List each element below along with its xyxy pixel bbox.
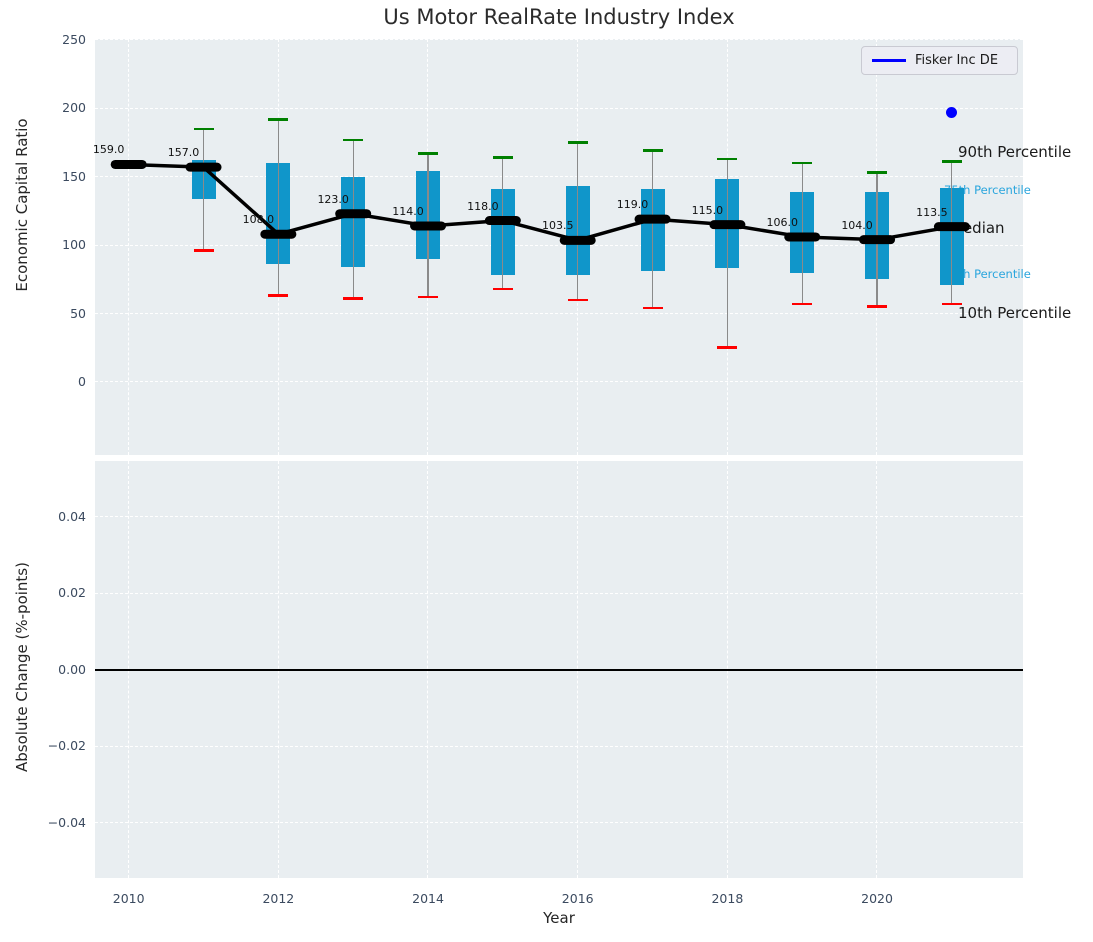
x-tick-2016: 2016: [561, 891, 594, 906]
whisker-2013: [352, 139, 354, 299]
median-label-2012: 108.0: [242, 213, 275, 227]
cap-top-2012: [268, 117, 289, 121]
median-label-2014: 114.0: [392, 205, 424, 218]
cap-top-2019: [792, 161, 813, 165]
cap-bottom-2020: [867, 305, 888, 308]
x-axis-label-year: Year: [543, 909, 575, 927]
cap-top-2011: [193, 127, 214, 131]
median-label-2018: 115.0: [691, 203, 724, 217]
median-label-2013: 123.0: [317, 192, 349, 206]
cap-bottom-2014: [418, 295, 439, 299]
x-tick-2018: 2018: [711, 891, 744, 906]
cap-top-2010: [118, 159, 139, 163]
legend-line-icon: [872, 59, 906, 62]
cap-top-2013: [343, 138, 364, 142]
whisker-2015: [502, 157, 504, 289]
cap-bottom-2019: [792, 302, 813, 306]
cap-bottom-2015: [492, 287, 513, 291]
median-label-2021: 113.5: [916, 205, 948, 219]
cap-top-2014: [418, 152, 439, 155]
cap-bottom-2018: [717, 346, 738, 350]
y-tick-100: 100: [62, 237, 86, 253]
whisker-2014: [427, 153, 429, 298]
x-tick-2014: 2014: [412, 891, 444, 906]
gridline-y: [95, 592, 1023, 594]
cap-bottom-2017: [642, 306, 663, 310]
gridline-y: [95, 516, 1023, 518]
percentile-label-90th-percentile: 90th Percentile: [958, 142, 1072, 161]
y-tick-−0.02: −0.02: [47, 738, 86, 754]
y-tick-0: 0: [78, 373, 86, 389]
y-axis-label-economic-capital-ratio: Economic Capital Ratio: [13, 118, 31, 292]
whisker-2020: [876, 172, 878, 307]
y-axis-label-absolute-change: Absolute Change (%-points): [13, 562, 31, 772]
cap-top-2015: [492, 156, 513, 159]
percentile-label-25th-percentile: 25th Percentile: [944, 267, 1031, 282]
cap-top-2016: [567, 141, 588, 144]
y-tick-250: 250: [62, 31, 86, 47]
cap-top-2020: [867, 171, 888, 174]
x-tick-2020: 2020: [861, 891, 893, 906]
median-label-2020: 104.0: [841, 218, 873, 232]
whisker-2019: [801, 163, 803, 304]
cap-bottom-2013: [343, 297, 364, 300]
zero-line: [95, 668, 1023, 671]
whisker-2017: [651, 150, 654, 309]
median-label-2019: 106.0: [766, 215, 798, 229]
gridline-y: [95, 821, 1023, 823]
cap-bottom-2012: [268, 294, 289, 298]
gridline-y: [95, 107, 1023, 109]
legend-label: Fisker Inc DE: [915, 53, 999, 68]
median-label-2016: 103.5: [541, 219, 574, 233]
gridline-y: [95, 745, 1023, 747]
x-tick-2010: 2010: [112, 891, 145, 906]
cap-bottom-2021: [941, 302, 962, 306]
median-label-2010: 159.0: [92, 143, 125, 157]
whisker-2012: [277, 119, 279, 296]
y-tick-0.04: 0.04: [58, 508, 86, 524]
gridline-y: [95, 39, 1023, 41]
median-label-2011: 157.0: [167, 146, 200, 160]
cap-top-2017: [642, 149, 663, 153]
cap-top-2018: [717, 157, 738, 161]
cap-bottom-2010: [118, 165, 139, 169]
y-tick-0.00: 0.00: [58, 661, 86, 677]
chart-title: Us Motor RealRate Industry Index: [383, 5, 735, 29]
median-label-2015: 118.0: [467, 199, 499, 213]
cap-bottom-2011: [193, 249, 214, 252]
gridline-x: [128, 39, 130, 455]
whisker-2018: [726, 158, 728, 348]
legend: Fisker Inc DE: [861, 46, 1018, 75]
median-label-2017: 119.0: [616, 198, 649, 212]
whisker-2021: [951, 161, 953, 304]
y-tick-150: 150: [62, 168, 86, 184]
percentile-label-10th-percentile: 10th Percentile: [958, 303, 1072, 322]
y-tick-200: 200: [62, 100, 86, 116]
y-tick-0.02: 0.02: [58, 585, 86, 601]
cap-bottom-2016: [567, 298, 588, 302]
y-tick-−0.04: −0.04: [47, 814, 86, 830]
gridline-y: [95, 244, 1023, 246]
percentile-label-75th-percentile: 75th Percentile: [944, 183, 1031, 198]
y-tick-50: 50: [70, 305, 86, 321]
x-tick-2012: 2012: [262, 891, 295, 906]
gridline-y: [95, 312, 1023, 314]
cap-top-2021: [941, 160, 962, 163]
gridline-y: [95, 381, 1023, 383]
gridline-y: [95, 176, 1023, 178]
fisker-point: [946, 106, 958, 118]
